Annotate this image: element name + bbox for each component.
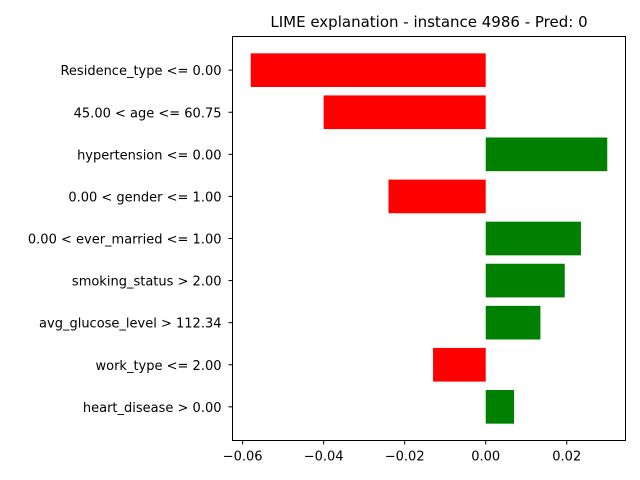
x-tick-label: 0.00 xyxy=(471,450,500,465)
x-tick-label: −0.04 xyxy=(304,450,344,465)
y-tick-label: avg_glucose_level > 112.34 xyxy=(39,317,221,332)
y-tick-label: smoking_status > 2.00 xyxy=(72,275,222,290)
bar-6 xyxy=(485,305,541,340)
chart-title: LIME explanation - instance 4986 - Pred:… xyxy=(270,13,587,31)
x-ticks: −0.06 −0.04 −0.02 0.00 0.02 xyxy=(223,440,581,465)
y-tick-label: 0.00 < ever_married <= 1.00 xyxy=(28,233,222,248)
x-tick-label: −0.06 xyxy=(223,450,263,465)
bar-1 xyxy=(323,95,486,130)
plot-frame xyxy=(232,36,626,441)
x-tick-label: 0.02 xyxy=(552,450,581,465)
y-tick-label: hypertension <= 0.00 xyxy=(77,148,221,163)
bar-4 xyxy=(485,221,581,256)
y-tick-label: heart_disease > 0.00 xyxy=(83,401,222,416)
y-tick-label: work_type <= 2.00 xyxy=(96,359,222,374)
bar-2 xyxy=(485,137,608,172)
y-tick-label: Residence_type <= 0.00 xyxy=(60,64,221,79)
bar-8 xyxy=(485,390,515,424)
y-tick-label: 0.00 < gender <= 1.00 xyxy=(68,190,221,205)
bar-7 xyxy=(433,347,486,382)
bars-group xyxy=(250,53,608,424)
x-tick-label: −0.02 xyxy=(385,450,425,465)
bar-3 xyxy=(388,179,486,214)
y-tick-label: 45.00 < age <= 60.75 xyxy=(74,106,222,121)
bar-5 xyxy=(485,263,565,298)
bar-0 xyxy=(250,53,486,87)
y-tick-labels: Residence_type <= 0.00 45.00 < age <= 60.… xyxy=(28,64,233,416)
